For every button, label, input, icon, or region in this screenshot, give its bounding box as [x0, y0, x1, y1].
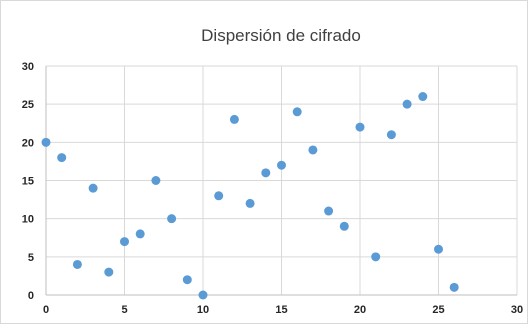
- data-point: [88, 183, 98, 193]
- x-tick-labels: 0 5 10 15 20 25 30: [43, 304, 523, 316]
- data-point: [135, 229, 145, 239]
- data-point: [449, 282, 459, 292]
- gridlines: [46, 65, 518, 295]
- data-point: [386, 130, 396, 140]
- axes: [45, 66, 517, 296]
- data-point: [120, 237, 129, 247]
- y-tick-label: 15: [22, 176, 34, 188]
- x-tick-label: 15: [275, 304, 287, 316]
- data-point: [339, 221, 349, 231]
- data-point: [57, 153, 67, 163]
- data-point: [182, 275, 192, 285]
- x-tick-label: 20: [354, 304, 366, 316]
- x-tick-label: 5: [121, 304, 127, 316]
- data-point: [418, 92, 428, 102]
- data-point: [261, 168, 271, 178]
- y-tick-labels: 0 5 10 15 20 25 30: [22, 61, 34, 302]
- data-point: [371, 252, 381, 262]
- data-point: [292, 107, 302, 117]
- data-point: [41, 137, 51, 147]
- y-tick-label: 20: [22, 137, 34, 149]
- data-point: [277, 160, 286, 170]
- x-tick-label: 30: [511, 304, 523, 316]
- y-tick-label: 25: [22, 99, 34, 111]
- data-point: [104, 267, 114, 277]
- y-tick-label: 5: [28, 252, 34, 264]
- x-tick-label: 25: [432, 304, 444, 316]
- data-point: [72, 259, 82, 269]
- x-tick-label: 0: [43, 304, 49, 316]
- data-point: [245, 198, 255, 208]
- data-point: [434, 244, 443, 254]
- y-tick-label: 10: [22, 214, 34, 226]
- y-tick-label: 30: [22, 61, 34, 73]
- x-tick-label: 10: [197, 304, 209, 316]
- data-points: [41, 92, 459, 300]
- data-point: [308, 145, 318, 155]
- data-point: [151, 176, 161, 185]
- data-point: [402, 99, 412, 109]
- data-point: [198, 290, 208, 300]
- data-point: [355, 122, 365, 132]
- data-point: [229, 114, 239, 124]
- data-point: [214, 191, 224, 201]
- chart-title: Dispersión de cifrado: [201, 26, 361, 45]
- y-tick-label: 0: [28, 290, 34, 302]
- data-point: [167, 214, 177, 224]
- data-point: [324, 206, 334, 216]
